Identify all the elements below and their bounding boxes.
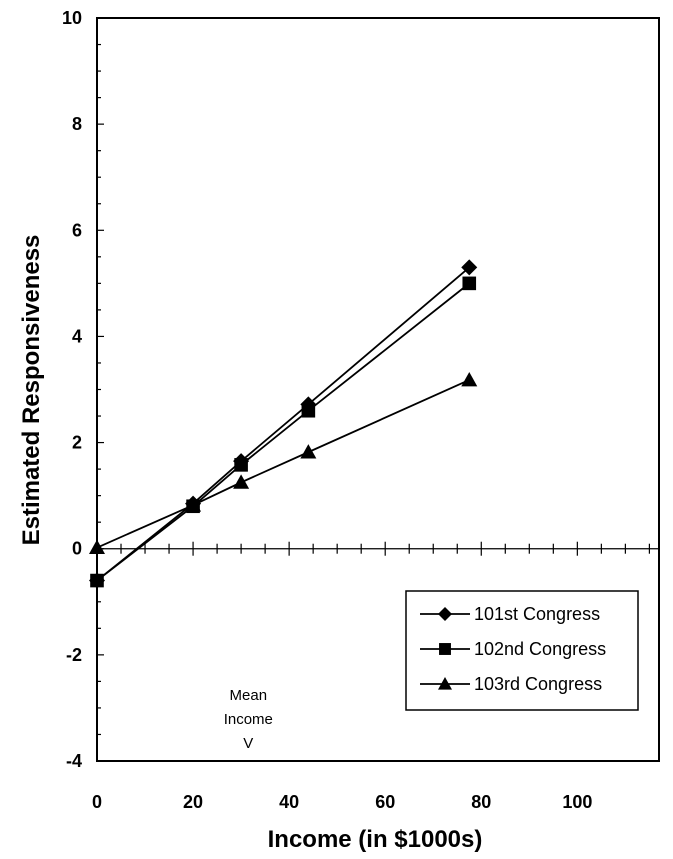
- annotation-line-1: Mean: [230, 687, 268, 704]
- y-tick-label: 2: [72, 433, 82, 453]
- x-tick-label: 100: [562, 792, 592, 812]
- data-point-triangle: [185, 497, 202, 512]
- data-point-diamond: [461, 259, 478, 276]
- legend-label: 101st Congress: [474, 604, 600, 624]
- x-tick-label: 20: [183, 792, 203, 812]
- series-line-1: [96, 266, 470, 582]
- y-tick-label: -2: [66, 645, 82, 665]
- y-tick-label: 0: [72, 539, 82, 559]
- y-tick-label: 4: [72, 326, 82, 346]
- data-point-triangle: [233, 474, 250, 489]
- legend-label: 102nd Congress: [474, 639, 606, 659]
- data-point-square: [301, 403, 316, 418]
- y-axis-title: Estimated Responsiveness: [18, 235, 45, 546]
- x-tick-label: 0: [92, 792, 102, 812]
- axis-ticks: [96, 17, 650, 762]
- legend-items: 101st Congress 102nd Congress 103rd Congre…: [420, 604, 606, 694]
- x-tick-label: 80: [471, 792, 491, 812]
- data-point-square: [90, 573, 104, 588]
- data-point-square: [234, 458, 248, 472]
- mean-income-annotation: Mean Income V: [224, 687, 273, 752]
- legend-marker-diamond: [438, 607, 452, 621]
- series-lines: [96, 266, 470, 582]
- data-point-triangle: [300, 444, 317, 459]
- x-tick-label: 40: [279, 792, 299, 812]
- legend-marker-triangle: [438, 677, 452, 690]
- data-point-triangle: [89, 539, 105, 555]
- annotation-line-3: V: [243, 735, 253, 752]
- x-tick-label: 60: [375, 792, 395, 812]
- legend: 101st Congress 102nd Congress 103rd Congre…: [405, 590, 639, 711]
- x-axis-title: Income (in $1000s): [268, 826, 483, 853]
- data-point-triangle: [461, 371, 478, 387]
- legend-label: 103rd Congress: [474, 674, 602, 694]
- data-point-square: [462, 276, 477, 291]
- annotation-line-2: Income: [224, 711, 273, 728]
- series-line-3: [96, 379, 470, 549]
- y-tick-label: 8: [72, 114, 82, 134]
- series-markers: [89, 259, 478, 589]
- y-tick-label: 10: [62, 8, 82, 28]
- y-tick-label: -4: [66, 751, 82, 771]
- legend-marker-square: [439, 643, 451, 655]
- y-tick-label: 6: [72, 220, 82, 240]
